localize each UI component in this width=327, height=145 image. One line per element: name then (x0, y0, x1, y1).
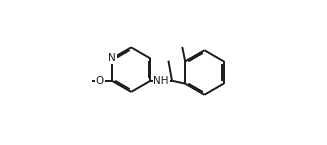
Text: NH: NH (153, 76, 169, 86)
Text: N: N (108, 53, 116, 63)
Text: O: O (95, 76, 104, 86)
